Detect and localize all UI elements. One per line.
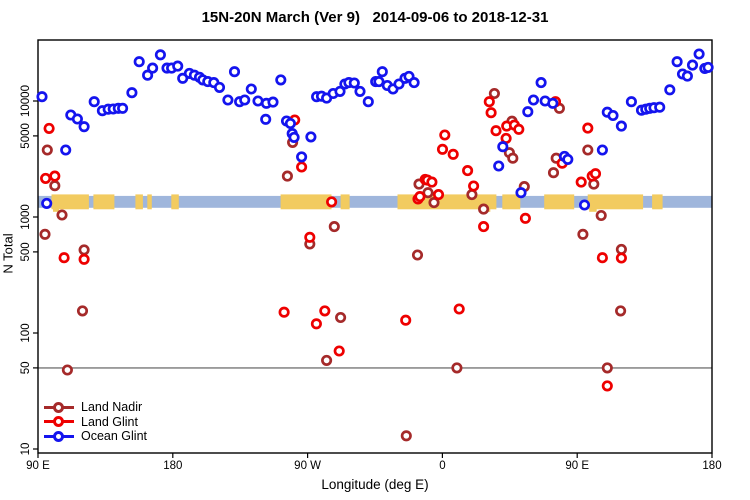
land-nadir-symbol-icon (44, 401, 74, 413)
svg-text:500: 500 (20, 242, 32, 261)
svg-text:5000: 5000 (20, 123, 32, 149)
legend-item-ocean-glint: Ocean Glint (44, 429, 147, 444)
legend: Land Nadir Land Glint Ocean Glint (44, 400, 147, 444)
svg-text:1000: 1000 (20, 204, 32, 230)
svg-text:10000: 10000 (20, 85, 32, 117)
svg-text:90 E: 90 E (565, 460, 589, 472)
svg-text:10: 10 (20, 443, 32, 456)
svg-text:100: 100 (20, 323, 32, 342)
x-axis-title: Longitude (deg E) (321, 477, 429, 492)
svg-text:90 E: 90 E (26, 460, 50, 472)
legend-item-land-glint: Land Glint (44, 415, 147, 430)
svg-text:90 W: 90 W (294, 460, 321, 472)
legend-label: Land Glint (81, 414, 138, 429)
y-axis-title: N Total (0, 233, 16, 274)
svg-text:0: 0 (439, 460, 445, 472)
legend-item-land-nadir: Land Nadir (44, 400, 147, 415)
svg-text:50: 50 (20, 362, 32, 375)
svg-text:180: 180 (163, 460, 182, 472)
legend-label: Ocean Glint (81, 429, 148, 444)
land-glint-symbol-icon (44, 416, 74, 428)
svg-text:180: 180 (702, 460, 721, 472)
chart-title: 15N-20N March (Ver 9) 2014-09-06 to 2018… (201, 9, 549, 26)
ocean-glint-symbol-icon (44, 430, 74, 442)
legend-label: Land Nadir (81, 400, 143, 414)
